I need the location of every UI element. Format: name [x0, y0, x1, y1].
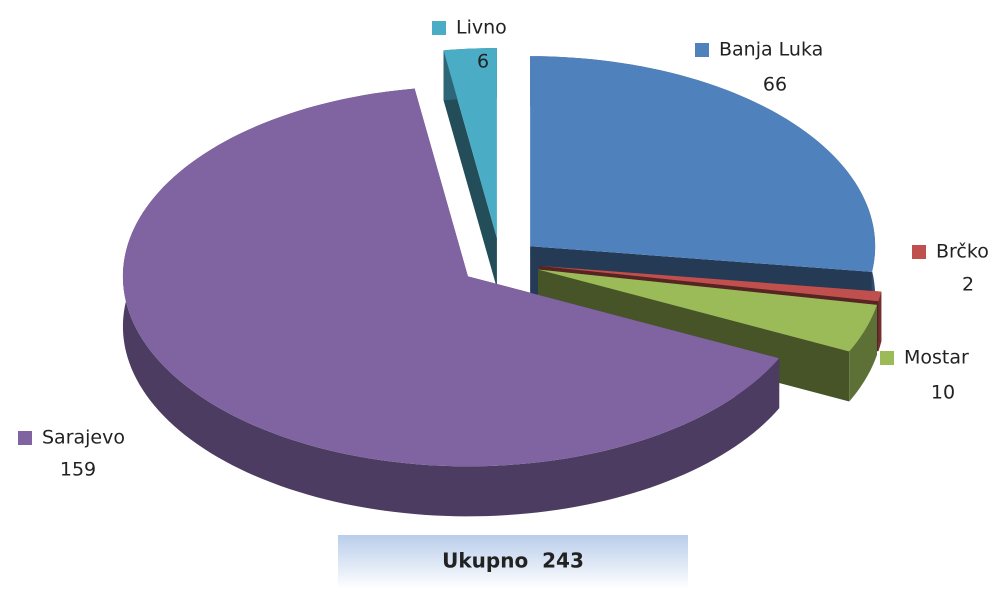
- slice-label: Banja Luka: [719, 39, 823, 61]
- total-box: [338, 535, 688, 589]
- value-label: 10: [931, 382, 955, 404]
- labels: Banja Luka 66 Brčko 2 Mostar 10 Sarajevo 159 Liv…: [18, 17, 989, 481]
- pie: [122, 48, 882, 517]
- value-label: 159: [60, 459, 96, 481]
- slice-label: Livno: [456, 17, 507, 39]
- slice-label: Brčko: [936, 241, 989, 263]
- legend-marker: [695, 43, 709, 57]
- slice-label: Mostar: [904, 347, 969, 369]
- slice-wall: [443, 50, 497, 289]
- slice-side: [849, 304, 877, 402]
- slice: [538, 269, 877, 352]
- slice: [443, 48, 497, 239]
- slice: [530, 56, 876, 272]
- slice: [122, 88, 780, 467]
- value-label: 6: [477, 51, 489, 73]
- slice-side: [878, 291, 882, 352]
- value-label: 2: [962, 274, 974, 296]
- legend-marker: [912, 245, 926, 259]
- total-label: Ukupno 243: [442, 549, 584, 573]
- slice: [539, 265, 882, 302]
- slice-label: Sarajevo: [42, 427, 125, 449]
- value-label: 66: [763, 74, 787, 96]
- legend-marker: [432, 21, 446, 35]
- legend-marker: [18, 431, 32, 445]
- legend-marker: [880, 351, 894, 365]
